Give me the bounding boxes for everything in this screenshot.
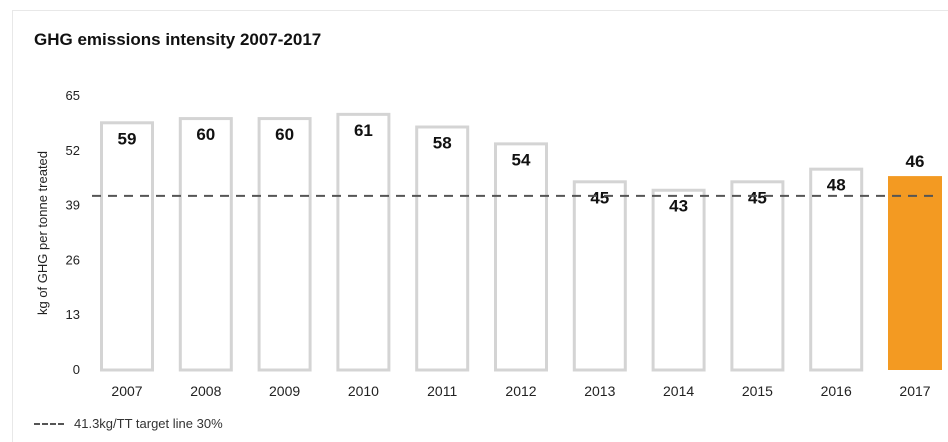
x-tick-label-2013: 2013 — [584, 383, 615, 399]
x-tick-label-2017: 2017 — [899, 383, 930, 399]
x-axis: 2007 2008 2009 2010 2011 2012 2013 2014 2015 2016… — [111, 383, 930, 399]
bar-2011 — [415, 125, 470, 372]
x-tick-label-2007: 2007 — [111, 383, 142, 399]
x-tick-label-2014: 2014 — [663, 383, 694, 399]
x-tick-label-2009: 2009 — [269, 383, 300, 399]
y-tick-label: 0 — [73, 362, 80, 377]
bar-2015 — [730, 180, 785, 372]
x-tick-label-2015: 2015 — [742, 383, 773, 399]
bar-2012 — [494, 142, 548, 372]
value-label-2012: 54 — [512, 150, 531, 169]
bar-2009 — [257, 117, 312, 372]
y-tick-label: 13 — [66, 307, 80, 322]
bar-2013 — [572, 180, 627, 372]
y-axis: 0 13 26 39 52 65 — [66, 88, 80, 377]
x-tick-label-2008: 2008 — [190, 383, 221, 399]
x-tick-label-2012: 2012 — [505, 383, 536, 399]
target-line-swatch — [34, 422, 64, 425]
value-label-2016: 48 — [827, 176, 846, 195]
bars-group — [100, 112, 942, 372]
legend-target-label: 41.3kg/TT target line 30% — [74, 416, 223, 431]
bar-2014 — [651, 188, 706, 372]
value-label-2008: 60 — [196, 125, 215, 144]
y-tick-label: 52 — [66, 143, 80, 158]
value-label-2013: 45 — [590, 188, 609, 207]
value-labels-group: 59 60 60 61 58 54 45 43 45 48 46 — [118, 121, 925, 216]
value-label-2009: 60 — [275, 125, 294, 144]
y-tick-label: 39 — [66, 198, 80, 213]
x-tick-label-2010: 2010 — [348, 383, 379, 399]
y-axis-label: kg of GHG per tonne treated — [35, 151, 50, 315]
value-label-2014: 43 — [669, 197, 688, 216]
x-tick-label-2011: 2011 — [427, 383, 457, 399]
y-tick-label: 65 — [66, 88, 80, 103]
x-tick-label-2016: 2016 — [821, 383, 852, 399]
legend: 41.3kg/TT target line 30% — [34, 416, 223, 431]
bar-2016 — [809, 167, 864, 372]
bar-2010 — [336, 112, 391, 372]
bar-2008 — [178, 117, 233, 372]
value-label-2011: 58 — [433, 134, 452, 153]
chart-card — [12, 10, 948, 442]
chart-title: GHG emissions intensity 2007-2017 — [34, 30, 322, 49]
bar-2007 — [100, 121, 154, 372]
bar-2017 — [888, 176, 942, 370]
value-label-2007: 59 — [118, 129, 137, 148]
y-tick-label: 26 — [66, 252, 80, 267]
value-label-2017: 46 — [906, 152, 925, 171]
value-label-2015: 45 — [748, 188, 767, 207]
value-label-2010: 61 — [354, 121, 373, 140]
